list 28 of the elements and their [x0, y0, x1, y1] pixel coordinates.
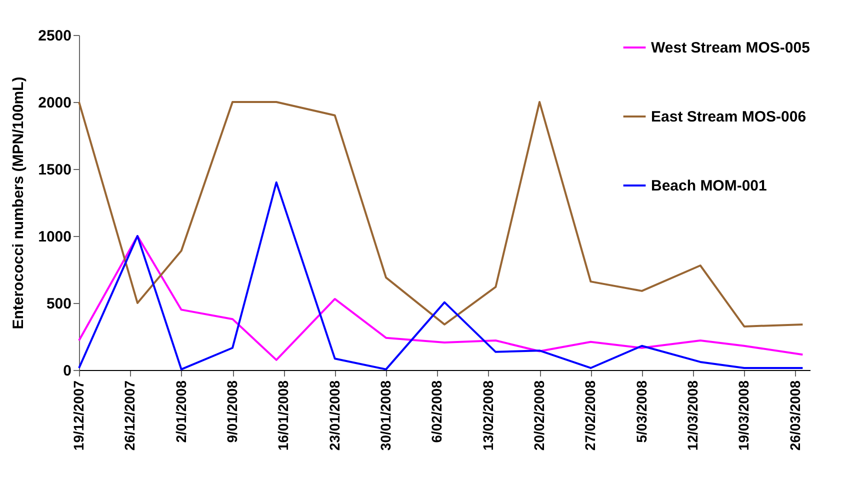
x-tick-label: 2/01/2008	[172, 380, 189, 443]
x-tick-label: 9/01/2008	[224, 380, 240, 443]
legend-label: East Stream MOS-006	[651, 108, 806, 126]
x-tick-label: 19/12/2007	[70, 380, 86, 451]
y-tick-label: 1500	[38, 162, 72, 178]
y-tick-label: 500	[46, 296, 72, 312]
legend-label: West Stream MOS-005	[651, 40, 810, 56]
y-tick-label: 2000	[38, 94, 72, 112]
x-tick-label: 26/12/2007	[122, 380, 138, 451]
x-tick-label: 30/01/2008	[378, 380, 394, 451]
x-tick-label: 26/03/2008	[786, 380, 803, 451]
x-tick-label: 5/03/2008	[633, 380, 650, 443]
x-tick-label: 6/02/2008	[428, 380, 445, 443]
line-series	[78, 101, 804, 328]
x-tick-label: 19/03/2008	[736, 380, 752, 451]
y-axis-title: Enterococci numbers (MPN/100mL)	[10, 76, 28, 330]
line-series	[78, 235, 804, 361]
x-tick-label: 16/01/2008	[275, 380, 292, 451]
legend-label: Beach MOM-001	[651, 178, 767, 194]
x-tick-label: 23/01/2008	[326, 380, 342, 451]
y-tick-label: 2500	[38, 28, 72, 44]
x-tick-label: 13/02/2008	[480, 380, 496, 451]
x-tick-label: 20/02/2008	[531, 380, 548, 451]
line-series	[78, 181, 804, 370]
y-tick-label: 1000	[38, 228, 72, 246]
x-tick-label: 12/03/2008	[684, 380, 701, 451]
x-tick-label: 27/02/2008	[582, 380, 598, 451]
y-tick-label: 0	[63, 362, 72, 380]
